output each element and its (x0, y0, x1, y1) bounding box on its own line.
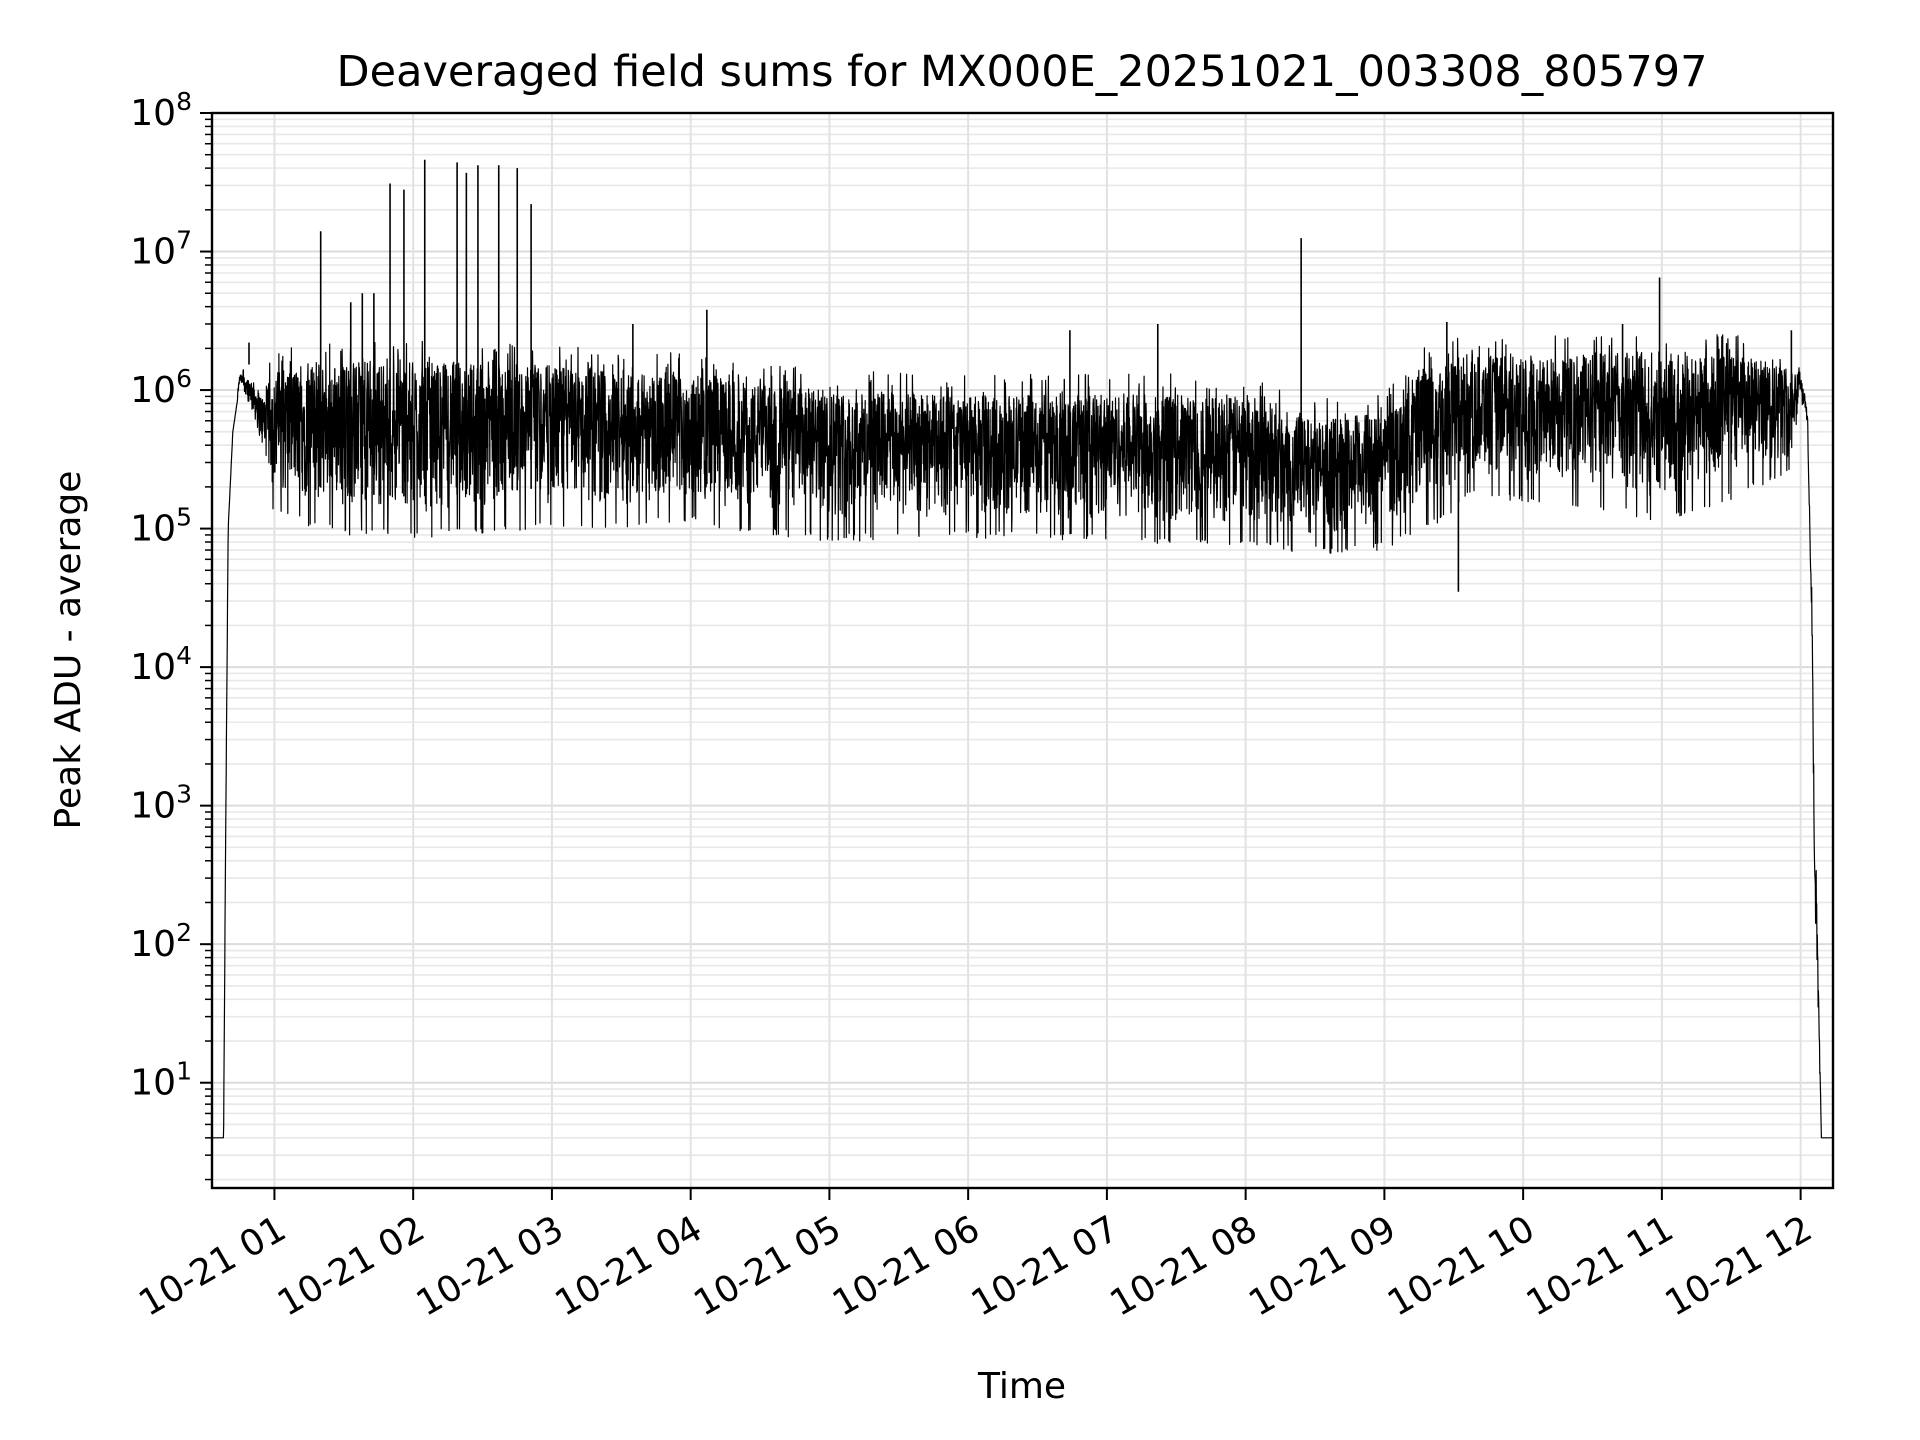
x-axis-label: Time (977, 1366, 1066, 1407)
y-tick-label: 105 (130, 503, 192, 550)
chart-title: Deaveraged field sums for MX000E_2025102… (337, 47, 1708, 97)
y-tick-label: 102 (130, 918, 192, 965)
y-tick-label: 107 (130, 226, 192, 273)
y-tick-label: 104 (130, 641, 192, 688)
y-axis: 101 102 103 104 105 106 107 108 (130, 87, 212, 1181)
y-tick-label: 101 (130, 1057, 192, 1104)
y-tick-label: 108 (130, 87, 192, 134)
y-tick-label: 106 (130, 364, 192, 411)
axes-frame (210, 111, 1835, 1190)
y-axis-label: Peak ADU - average (48, 471, 89, 830)
y-tick-label: 103 (130, 780, 192, 827)
data-series-line (211, 334, 1834, 1139)
plot-area (211, 159, 1834, 1139)
